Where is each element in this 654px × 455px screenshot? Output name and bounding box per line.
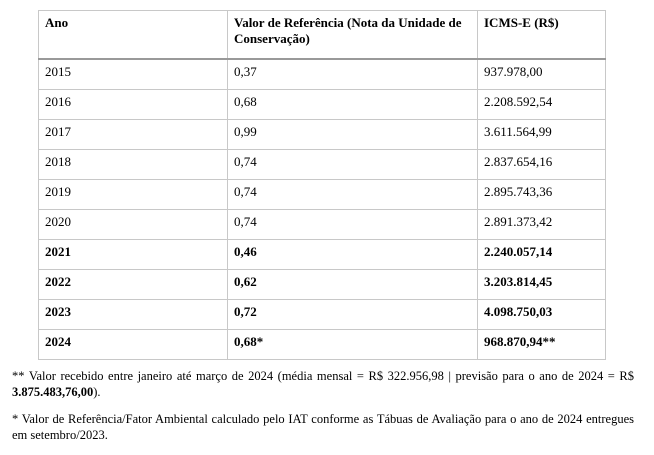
table-row: 2016 0,68 2.208.592,54 xyxy=(38,89,606,120)
header-cell: Valor de Referência (Nota da Unidade de … xyxy=(227,10,478,60)
table-row: 2023 0,72 4.098.750,03 xyxy=(38,299,606,330)
table-cell: 2.208.592,54 xyxy=(477,89,606,120)
footnote-text: ** Valor recebido entre janeiro até març… xyxy=(12,369,634,383)
table-row: 2018 0,74 2.837.654,16 xyxy=(38,149,606,180)
table-cell: 2018 xyxy=(38,149,228,180)
table-row: 2022 0,62 3.203.814,45 xyxy=(38,269,606,300)
table-cell: 0,72 xyxy=(227,299,478,330)
footnote-text: ). xyxy=(93,385,101,399)
table-cell: 0,74 xyxy=(227,209,478,240)
table-cell: 2015 xyxy=(38,58,228,90)
footnotes: ** Valor recebido entre janeiro até març… xyxy=(12,368,634,454)
table-cell: 0,68 xyxy=(227,89,478,120)
table-cell: 2.895.743,36 xyxy=(477,179,606,210)
data-table: Ano Valor de Referência (Nota da Unidade … xyxy=(38,10,606,360)
table-cell: 2024 xyxy=(38,329,228,360)
table-cell: 0,74 xyxy=(227,149,478,180)
footnote-text: 3.875.483,76,00 xyxy=(12,385,94,399)
table-row: 2015 0,37 937.978,00 xyxy=(38,58,606,90)
table-cell: 2023 xyxy=(38,299,228,330)
table-cell: 2022 xyxy=(38,269,228,300)
table-cell: 2.240.057,14 xyxy=(477,239,606,270)
footnote: ** Valor recebido entre janeiro até març… xyxy=(12,368,634,400)
table-row: 2019 0,74 2.895.743,36 xyxy=(38,179,606,210)
table-row: 2021 0,46 2.240.057,14 xyxy=(38,239,606,270)
table-row: 2020 0,74 2.891.373,42 xyxy=(38,209,606,240)
table-cell: 0,62 xyxy=(227,269,478,300)
table-row: 2017 0,99 3.611.564,99 xyxy=(38,119,606,150)
table-cell: 2021 xyxy=(38,239,228,270)
table-cell: 0,74 xyxy=(227,179,478,210)
table-cell: 0,99 xyxy=(227,119,478,150)
header-cell: Ano xyxy=(38,10,228,60)
table-cell: 2019 xyxy=(38,179,228,210)
table-cell: 2020 xyxy=(38,209,228,240)
footnote: * Valor de Referência/Fator Ambiental ca… xyxy=(12,411,634,443)
table-row: 2024 0,68* 968.870,94** xyxy=(38,329,606,360)
table-cell: 3.611.564,99 xyxy=(477,119,606,150)
table-cell: 2017 xyxy=(38,119,228,150)
table-cell: 0,37 xyxy=(227,58,478,90)
table-cell: 0,68* xyxy=(227,329,478,360)
table-cell: 937.978,00 xyxy=(477,58,606,90)
table-cell: 4.098.750,03 xyxy=(477,299,606,330)
table-cell: 3.203.814,45 xyxy=(477,269,606,300)
table-cell: 2.837.654,16 xyxy=(477,149,606,180)
header-row: Ano Valor de Referência (Nota da Unidade … xyxy=(38,10,606,60)
table-cell: 0,46 xyxy=(227,239,478,270)
table-cell: 2016 xyxy=(38,89,228,120)
header-cell: ICMS-E (R$) xyxy=(477,10,606,60)
table-cell: 968.870,94** xyxy=(477,329,606,360)
table-cell: 2.891.373,42 xyxy=(477,209,606,240)
footnote-text: * Valor de Referência/Fator Ambiental ca… xyxy=(12,412,634,442)
